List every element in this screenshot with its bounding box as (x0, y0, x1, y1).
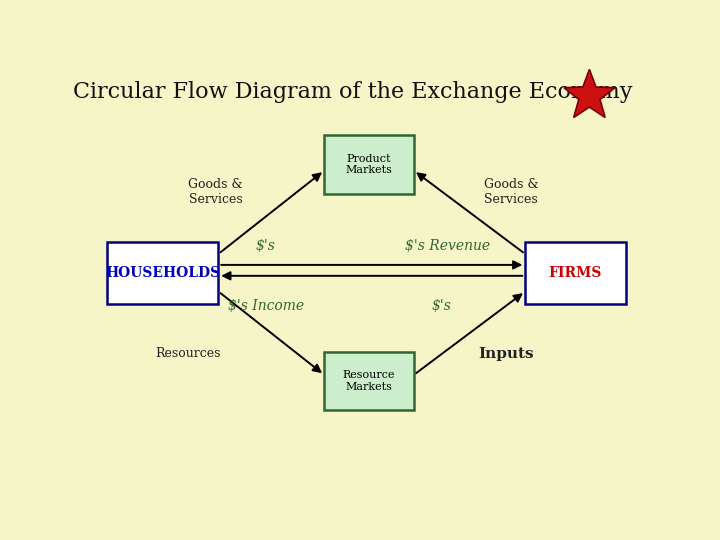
Text: Resource
Markets: Resource Markets (343, 370, 395, 392)
Text: $'s: $'s (256, 239, 276, 253)
Text: FIRMS: FIRMS (549, 266, 602, 280)
Text: Goods &
Services: Goods & Services (188, 178, 243, 206)
Text: Resources: Resources (155, 347, 220, 360)
Text: Inputs: Inputs (478, 347, 534, 361)
FancyBboxPatch shape (324, 136, 413, 194)
Text: $'s Income: $'s Income (228, 299, 304, 313)
Text: Goods &
Services: Goods & Services (484, 178, 539, 206)
Text: $'s: $'s (431, 299, 451, 313)
Text: $'s Revenue: $'s Revenue (405, 239, 490, 253)
Text: HOUSEHOLDS: HOUSEHOLDS (105, 266, 220, 280)
Text: Product
Markets: Product Markets (346, 154, 392, 176)
Polygon shape (564, 69, 615, 118)
FancyBboxPatch shape (324, 352, 413, 410)
FancyBboxPatch shape (526, 241, 626, 304)
Text: Circular Flow Diagram of the Exchange Economy: Circular Flow Diagram of the Exchange Ec… (73, 81, 632, 103)
FancyBboxPatch shape (107, 241, 218, 304)
